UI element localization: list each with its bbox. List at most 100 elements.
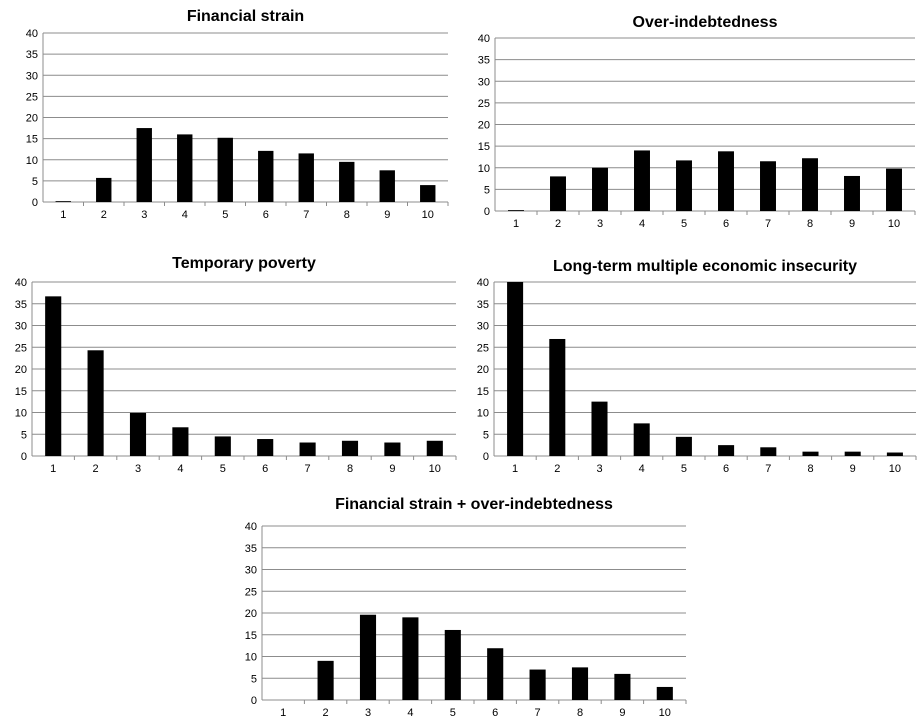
y-tick-label: 10 — [477, 408, 489, 420]
x-tick-label: 1 — [60, 209, 66, 221]
bar — [633, 423, 650, 456]
chart-title: Temporary poverty — [172, 255, 316, 272]
bar — [258, 150, 274, 202]
y-tick-label: 20 — [478, 120, 490, 132]
y-tick-label: 40 — [15, 277, 27, 289]
y-tick-label: 5 — [484, 184, 490, 196]
y-tick-label: 15 — [478, 141, 490, 153]
bar — [508, 210, 524, 211]
y-tick-label: 35 — [245, 543, 257, 555]
bar — [614, 673, 631, 700]
bar — [96, 177, 112, 202]
bar — [339, 161, 355, 202]
x-tick-label: 5 — [681, 463, 687, 475]
y-tick-label: 25 — [477, 342, 489, 354]
x-tick-label: 9 — [850, 463, 856, 475]
y-tick-label: 0 — [484, 206, 490, 218]
bar — [676, 160, 692, 211]
x-tick-label: 10 — [889, 463, 901, 475]
y-tick-label: 40 — [478, 33, 490, 45]
x-tick-label: 4 — [639, 463, 645, 475]
y-tick-label: 15 — [477, 386, 489, 398]
bar — [507, 282, 524, 456]
bar — [257, 439, 274, 456]
bar — [529, 669, 546, 700]
x-tick-label: 8 — [344, 209, 350, 221]
y-tick-label: 20 — [477, 364, 489, 376]
x-tick-label: 9 — [389, 463, 395, 475]
chart-over-indebtedness: Over-indebtedness 0 5 10 15 20 25 30 35 40 1 2 3 4 5 6 7… — [478, 14, 916, 230]
y-tick-label: 30 — [478, 76, 490, 88]
bar — [760, 447, 777, 456]
y-tick-label: 5 — [32, 176, 38, 188]
bar — [844, 175, 860, 211]
y-tick-label: 30 — [245, 565, 257, 577]
x-tick-label: 4 — [177, 463, 183, 475]
chart-title: Over-indebtedness — [633, 14, 778, 31]
x-tick-label: 3 — [596, 463, 602, 475]
bar — [45, 296, 62, 456]
bar — [317, 660, 334, 700]
x-tick-label: 2 — [93, 463, 99, 475]
bar — [718, 151, 734, 211]
y-tick-label: 25 — [245, 586, 257, 598]
bar — [55, 201, 71, 202]
bar — [886, 168, 902, 211]
x-tick-label: 7 — [535, 707, 541, 719]
chart-title: Financial strain + over-indebtedness — [335, 496, 613, 513]
bar — [634, 150, 650, 211]
x-tick-label: 9 — [384, 209, 390, 221]
x-tick-label: 4 — [407, 707, 413, 719]
x-tick-label: 1 — [513, 218, 519, 230]
bar — [571, 667, 589, 700]
bar — [656, 686, 673, 700]
y-tick-label: 35 — [478, 55, 490, 67]
bar — [298, 153, 314, 202]
bar — [341, 440, 359, 456]
x-tick-label: 5 — [681, 218, 687, 230]
y-tick-label: 25 — [478, 98, 490, 110]
x-tick-label: 3 — [365, 707, 371, 719]
chart-temporary-poverty: Temporary poverty 0 5 10 15 20 25 30 35 40 1 2 3 4 5 6 7… — [15, 255, 457, 475]
bar — [886, 452, 903, 456]
y-tick-label: 25 — [26, 91, 38, 103]
y-tick-label: 35 — [26, 49, 38, 61]
x-tick-label: 3 — [135, 463, 141, 475]
y-tick-label: 0 — [251, 695, 257, 707]
x-tick-label: 10 — [429, 463, 441, 475]
y-tick-label: 35 — [477, 299, 489, 311]
bar — [402, 617, 419, 700]
bar — [802, 158, 818, 211]
x-tick-label: 8 — [807, 218, 813, 230]
y-tick-label: 30 — [477, 321, 489, 333]
x-tick-label: 2 — [555, 218, 561, 230]
y-tick-label: 10 — [245, 652, 257, 664]
bar — [177, 134, 193, 202]
bar — [444, 629, 461, 700]
y-tick-label: 40 — [26, 28, 38, 40]
bar — [844, 451, 861, 456]
x-tick-label: 3 — [141, 209, 147, 221]
y-tick-label: 5 — [21, 429, 27, 441]
bar — [675, 436, 692, 456]
chart-title: Long-term multiple economic insecurity — [553, 258, 857, 275]
y-tick-label: 25 — [15, 342, 27, 354]
x-tick-label: 2 — [554, 463, 560, 475]
x-tick-label: 7 — [303, 209, 309, 221]
bar — [802, 451, 819, 456]
bar — [550, 176, 566, 211]
y-tick-label: 5 — [483, 429, 489, 441]
y-tick-label: 20 — [26, 113, 38, 125]
y-tick-label: 10 — [26, 155, 38, 167]
chart-title: Financial strain — [187, 8, 304, 25]
bar — [592, 167, 608, 211]
x-tick-label: 5 — [450, 707, 456, 719]
x-tick-label: 9 — [619, 707, 625, 719]
x-tick-label: 2 — [101, 209, 107, 221]
bar — [384, 442, 401, 456]
x-tick-label: 6 — [263, 209, 269, 221]
bar — [299, 442, 316, 456]
y-tick-label: 30 — [26, 70, 38, 82]
bar — [379, 170, 395, 202]
bar — [426, 440, 443, 456]
